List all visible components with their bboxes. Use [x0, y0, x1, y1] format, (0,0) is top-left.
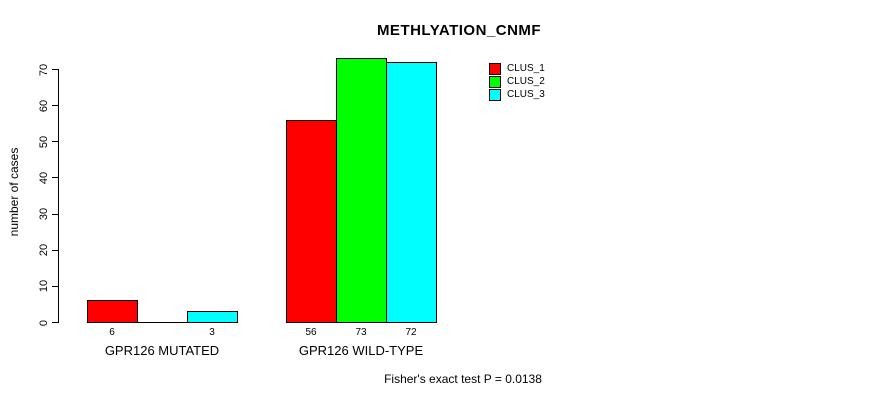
bar-clus_3-group1: [187, 311, 238, 323]
y-tick-label: 40: [38, 171, 50, 185]
y-tick-label: 0: [38, 319, 50, 326]
y-tick-mark: [52, 322, 58, 323]
y-tick-label: 20: [38, 244, 50, 257]
bar-value-label: 56: [305, 327, 317, 338]
statistical-test-annotation: Fisher's exact test P = 0.0138: [384, 372, 542, 386]
bar-value-label: 6: [109, 327, 115, 338]
bar-clus_2-group2: [336, 58, 387, 323]
category-label: GPR126 MUTATED: [104, 343, 220, 358]
legend-swatch-clus_1: [489, 62, 501, 75]
y-axis-title: number of cases: [7, 147, 21, 237]
legend-label: CLUS_2: [507, 76, 545, 87]
legend-row-clus_1: CLUS_1: [489, 62, 545, 75]
bar-clus_3-group2: [386, 61, 437, 323]
category-label: GPR126 WILD-TYPE: [298, 343, 424, 358]
y-tick-mark: [52, 177, 58, 179]
bar-clus_1-group2: [286, 119, 337, 323]
y-tick-label: 10: [38, 280, 50, 293]
legend-row-clus_2: CLUS_2: [489, 75, 545, 88]
legend-label: CLUS_3: [507, 89, 545, 100]
y-tick-label: 60: [38, 99, 50, 112]
y-tick-mark: [52, 141, 58, 143]
y-tick-mark: [52, 285, 58, 287]
bar-clus_1-group1: [87, 300, 138, 323]
legend: CLUS_1 CLUS_2 CLUS_3: [489, 62, 545, 101]
y-tick-mark: [52, 69, 58, 70]
y-tick-mark: [52, 249, 58, 251]
chart-title: METHLYATION_CNMF: [376, 22, 542, 39]
bar-value-label: 73: [355, 327, 367, 338]
y-tick-label: 50: [38, 135, 50, 148]
y-axis-line: [58, 69, 59, 323]
y-tick-label: 30: [38, 207, 50, 221]
bar-clus_2-group1-zero: [137, 322, 188, 323]
bar-value-label: 72: [405, 327, 417, 338]
legend-label: CLUS_1: [507, 63, 545, 74]
legend-swatch-clus_2: [489, 75, 501, 88]
legend-swatch-clus_3: [489, 88, 501, 101]
y-tick-mark: [52, 213, 58, 215]
y-tick-mark: [52, 105, 58, 107]
y-tick-label: 70: [38, 63, 50, 76]
bar-value-label: 3: [209, 327, 215, 338]
legend-row-clus_3: CLUS_3: [489, 88, 545, 101]
